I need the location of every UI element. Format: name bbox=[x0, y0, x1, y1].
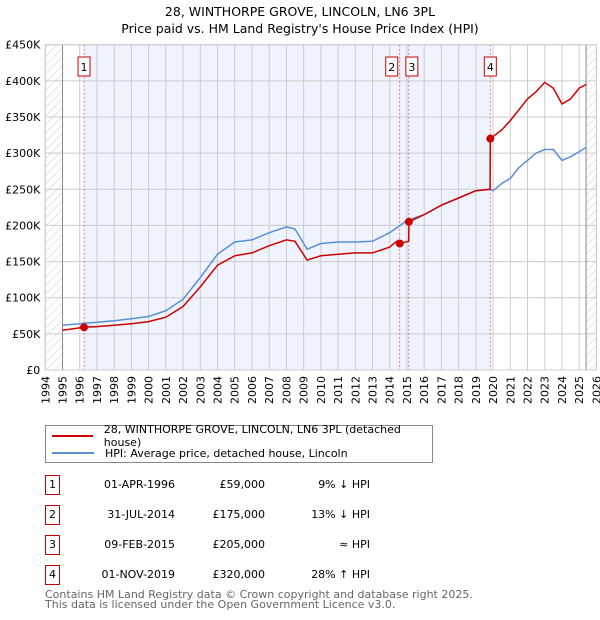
transaction-row: 3 09-FEB-2015 £205,000 ≈ HPI bbox=[45, 535, 375, 555]
y-tick-label: £250K bbox=[5, 183, 41, 196]
x-tick-label: 2006 bbox=[246, 376, 259, 404]
y-tick-label: £150K bbox=[5, 256, 41, 269]
transaction-price: £59,000 bbox=[219, 478, 266, 491]
x-tick-label: 2015 bbox=[401, 376, 414, 404]
transaction-hpi-diff: 28% ↑ HPI bbox=[311, 568, 370, 581]
x-tick-label: 2011 bbox=[332, 376, 345, 404]
legend-item-property: 28, WINTHORPE GROVE, LINCOLN, LN6 3PL (d… bbox=[46, 423, 432, 449]
hpi-line bbox=[62, 146, 587, 326]
x-tick-label: 2025 bbox=[573, 376, 586, 404]
transaction-date: 01-NOV-2019 bbox=[101, 568, 175, 581]
hatch-left bbox=[45, 44, 63, 370]
x-tick-label: 1995 bbox=[57, 376, 70, 404]
transaction-price: £205,000 bbox=[212, 538, 266, 551]
legend-red-line bbox=[52, 435, 93, 437]
transaction-number: 1 bbox=[45, 475, 60, 495]
x-tick-label: 2026 bbox=[590, 376, 600, 404]
ownership-shading bbox=[84, 44, 491, 370]
x-tick-label: 2000 bbox=[143, 376, 156, 404]
legend-label-hpi: HPI: Average price, detached house, Linc… bbox=[105, 446, 348, 460]
sale-label-box bbox=[483, 56, 497, 77]
transaction-row: 4 01-NOV-2019 £320,000 28% ↑ HPI bbox=[45, 565, 375, 585]
transaction-hpi-diff: ≈ HPI bbox=[339, 538, 370, 551]
x-tick-label: 2016 bbox=[418, 376, 431, 404]
price-chart: 1994 1995 1996 1997 1998 1999 2000 2001 2002 2003… bbox=[5, 39, 600, 404]
footer-line-1: Contains HM Land Registry data © Crown c… bbox=[45, 588, 473, 601]
sale-label-box bbox=[77, 56, 91, 77]
transaction-hpi-diff: 9% ↓ HPI bbox=[318, 478, 370, 491]
footer-line-2: This data is licensed under the Open Gov… bbox=[45, 598, 396, 611]
x-tick-label: 2019 bbox=[470, 376, 483, 404]
x-tick-label: 2012 bbox=[349, 376, 362, 404]
x-tick-label: 2023 bbox=[539, 376, 552, 404]
y-tick-label: £50K bbox=[12, 328, 41, 341]
x-tick-label: 2024 bbox=[556, 376, 569, 404]
x-tick-label: 2010 bbox=[315, 376, 328, 404]
y-tick-label: £350K bbox=[5, 111, 41, 124]
transaction-number: 3 bbox=[45, 535, 60, 555]
transaction-row: 2 31-JUL-2014 £175,000 13% ↓ HPI bbox=[45, 505, 375, 525]
x-tick-label: 2005 bbox=[229, 376, 242, 404]
y-tick-label: £100K bbox=[5, 292, 41, 305]
x-tick-label: 2014 bbox=[384, 376, 397, 404]
x-tick-label: 2021 bbox=[504, 376, 517, 404]
x-tick-label: 2003 bbox=[194, 376, 207, 404]
x-tick-label: 2007 bbox=[263, 376, 276, 404]
chart-subtitle: Price paid vs. HM Land Registry's House … bbox=[121, 21, 479, 36]
x-tick-label: 2018 bbox=[453, 376, 466, 404]
x-tick-label: 2004 bbox=[212, 376, 225, 404]
sale-point bbox=[486, 134, 495, 143]
sale-label-box bbox=[405, 56, 419, 77]
x-tick-label: 2002 bbox=[177, 376, 190, 404]
x-tick-label: 2020 bbox=[487, 376, 500, 404]
transaction-date: 09-FEB-2015 bbox=[104, 538, 175, 551]
hatch-right bbox=[586, 44, 597, 370]
x-tick-label: 2008 bbox=[280, 376, 293, 404]
sale-label: 3 bbox=[408, 61, 415, 74]
x-tick-label: 2009 bbox=[298, 376, 311, 404]
chart-title: 28, WINTHORPE GROVE, LINCOLN, LN6 3PL bbox=[164, 4, 436, 19]
sale-point bbox=[404, 217, 413, 226]
sale-point bbox=[395, 239, 404, 248]
y-tick-label: £0 bbox=[26, 364, 40, 377]
transaction-date: 31-JUL-2014 bbox=[107, 508, 175, 521]
y-tick-label: £450K bbox=[5, 39, 41, 52]
transaction-row: 1 01-APR-1996 £59,000 9% ↓ HPI bbox=[45, 475, 375, 495]
sale-label: 2 bbox=[388, 61, 395, 74]
sale-label-box bbox=[385, 56, 399, 77]
legend: 28, WINTHORPE GROVE, LINCOLN, LN6 3PL (d… bbox=[45, 423, 433, 463]
x-tick-label: 2013 bbox=[367, 376, 380, 404]
property-price-line bbox=[62, 81, 587, 331]
y-tick-label: £200K bbox=[5, 219, 41, 232]
sale-label: 1 bbox=[81, 61, 88, 74]
x-tick-label: 1999 bbox=[125, 376, 138, 404]
x-tick-label: 2001 bbox=[160, 376, 173, 404]
transaction-date: 01-APR-1996 bbox=[103, 478, 175, 491]
footer: Contains HM Land Registry data © Crown c… bbox=[45, 588, 473, 611]
transaction-number: 2 bbox=[45, 505, 60, 525]
x-tick-label: 1994 bbox=[39, 376, 52, 404]
x-tick-label: 1997 bbox=[91, 376, 104, 404]
y-tick-label: £400K bbox=[5, 75, 41, 88]
sale-label: 4 bbox=[487, 61, 494, 74]
legend-blue-line bbox=[52, 452, 94, 454]
legend-item-hpi: HPI: Average price, detached house, Linc… bbox=[46, 445, 348, 461]
transaction-price: £320,000 bbox=[212, 568, 266, 581]
transaction-hpi-diff: 13% ↓ HPI bbox=[311, 508, 370, 521]
x-tick-label: 1996 bbox=[74, 376, 87, 404]
legend-label-property: 28, WINTHORPE GROVE, LINCOLN, LN6 3PL (d… bbox=[103, 423, 401, 449]
sale-point bbox=[80, 323, 89, 332]
x-tick-label: 2022 bbox=[522, 376, 535, 404]
transaction-number: 4 bbox=[45, 565, 60, 585]
transaction-price: £175,000 bbox=[212, 508, 266, 521]
y-tick-label: £300K bbox=[5, 147, 41, 160]
plot-border bbox=[44, 44, 597, 371]
x-tick-label: 2017 bbox=[435, 376, 448, 404]
x-tick-label: 1998 bbox=[108, 376, 121, 404]
